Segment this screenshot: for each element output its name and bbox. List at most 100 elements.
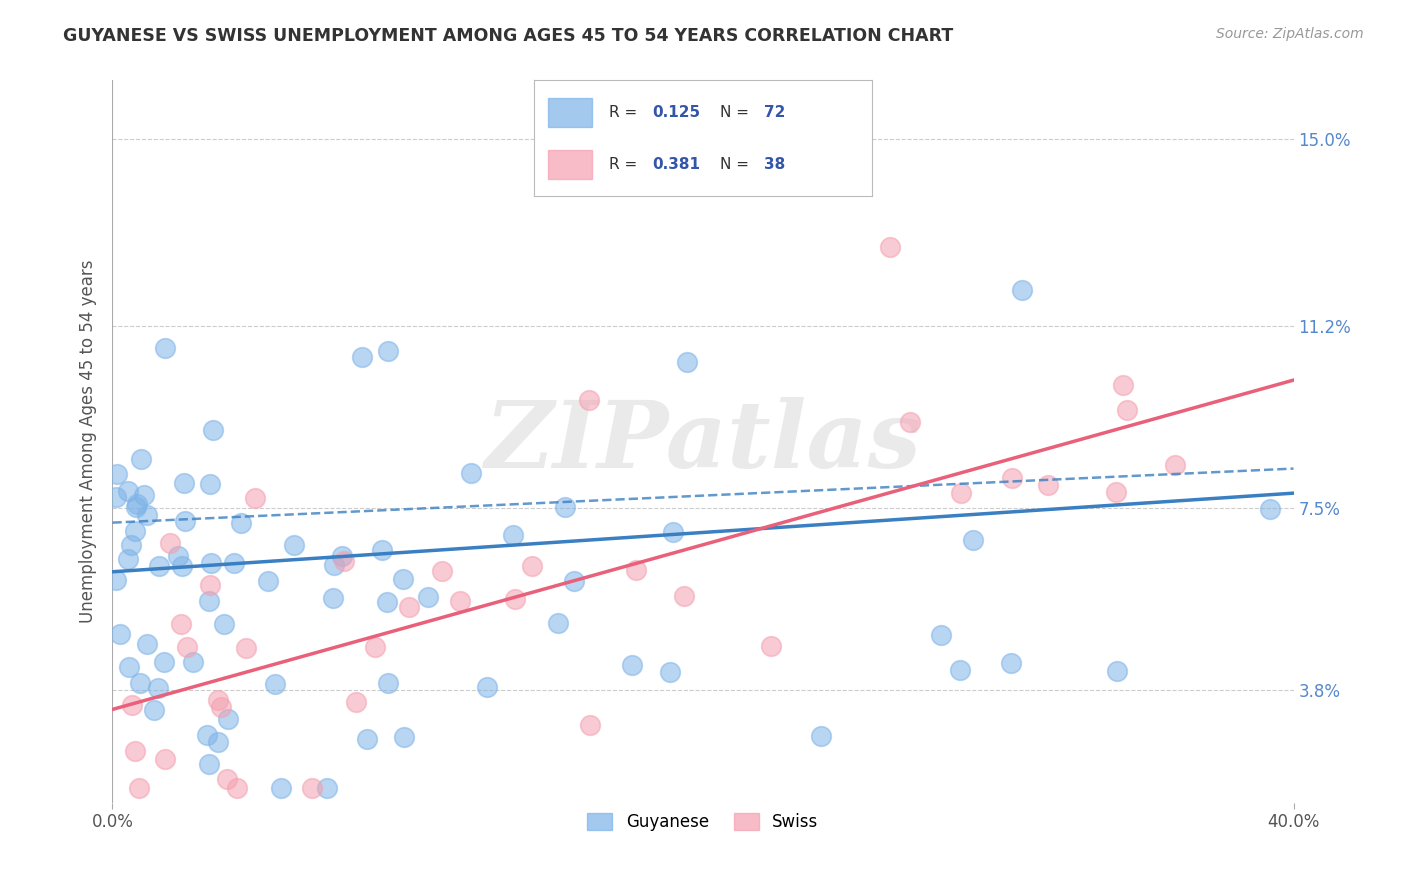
Point: [377, 676, 399, 690]
Point: [108, 627, 131, 641]
Point: [675, 355, 697, 369]
Point: [136, 508, 159, 522]
Point: [209, 700, 232, 714]
Point: [356, 732, 378, 747]
Point: [620, 658, 643, 673]
Point: [810, 729, 832, 743]
Point: [148, 558, 170, 573]
Point: [547, 616, 569, 631]
Point: [554, 500, 576, 515]
Point: [153, 341, 176, 355]
Text: 38: 38: [763, 157, 785, 172]
Point: [128, 676, 150, 690]
Text: R =: R =: [609, 157, 641, 172]
Point: [243, 491, 266, 505]
Point: [198, 594, 221, 608]
Point: [377, 343, 399, 358]
Text: 0.125: 0.125: [652, 104, 700, 120]
Point: [1011, 283, 1033, 297]
Text: R =: R =: [609, 104, 641, 120]
Point: [256, 574, 278, 589]
Point: [430, 565, 453, 579]
Point: [264, 677, 287, 691]
Point: [1164, 458, 1187, 473]
Point: [207, 734, 229, 748]
Text: N =: N =: [720, 104, 754, 120]
Point: [520, 558, 543, 573]
Point: [198, 477, 221, 491]
Point: [316, 780, 339, 795]
Point: [231, 516, 253, 531]
Point: [949, 663, 972, 677]
Point: [153, 655, 176, 669]
Point: [207, 693, 229, 707]
Text: GUYANESE VS SWISS UNEMPLOYMENT AMONG AGES 45 TO 54 YEARS CORRELATION CHART: GUYANESE VS SWISS UNEMPLOYMENT AMONG AGE…: [63, 27, 953, 45]
Point: [224, 556, 246, 570]
Point: [201, 423, 224, 437]
Text: 72: 72: [763, 104, 785, 120]
Point: [170, 616, 193, 631]
Point: [235, 641, 257, 656]
Point: [124, 744, 146, 758]
Point: [672, 589, 695, 603]
Point: [120, 538, 142, 552]
Point: [159, 535, 181, 549]
Point: [124, 500, 146, 515]
Point: [1112, 378, 1135, 392]
Legend: Guyanese, Swiss: Guyanese, Swiss: [581, 806, 825, 838]
Point: [105, 467, 128, 481]
Point: [1105, 484, 1128, 499]
Point: [176, 640, 198, 655]
Point: [398, 600, 420, 615]
Text: ZIPatlas: ZIPatlas: [485, 397, 921, 486]
Point: [564, 574, 586, 588]
Point: [1258, 502, 1281, 516]
Point: [217, 712, 239, 726]
Point: [125, 497, 148, 511]
Point: [502, 528, 524, 542]
Point: [322, 591, 344, 605]
Point: [1038, 478, 1060, 492]
Text: N =: N =: [720, 157, 754, 172]
Point: [898, 415, 921, 429]
Point: [460, 466, 482, 480]
Bar: [548, 98, 592, 127]
Point: [181, 655, 204, 669]
Point: [198, 757, 221, 772]
Point: [1107, 665, 1129, 679]
Point: [215, 772, 238, 786]
Point: [662, 524, 685, 539]
Point: [449, 594, 471, 608]
Point: [117, 552, 139, 566]
Point: [416, 590, 439, 604]
Point: [117, 484, 139, 499]
Point: [950, 486, 973, 500]
Point: [270, 780, 292, 795]
Point: [1115, 402, 1137, 417]
Point: [121, 698, 143, 712]
Point: [195, 728, 218, 742]
Point: [212, 616, 235, 631]
Point: [301, 780, 323, 795]
Point: [129, 451, 152, 466]
Point: [153, 751, 176, 765]
Point: [174, 514, 197, 528]
Point: [344, 695, 367, 709]
Point: [200, 556, 222, 570]
Point: [624, 564, 647, 578]
Point: [105, 490, 128, 504]
Point: [104, 573, 127, 587]
Point: [143, 703, 166, 717]
Point: [148, 681, 170, 695]
Y-axis label: Unemployment Among Ages 45 to 54 years: Unemployment Among Ages 45 to 54 years: [79, 260, 97, 624]
Point: [173, 475, 195, 490]
Point: [167, 549, 190, 563]
Point: [364, 640, 387, 655]
Bar: [548, 150, 592, 178]
Point: [134, 488, 156, 502]
Point: [200, 578, 222, 592]
Text: 0.381: 0.381: [652, 157, 700, 172]
Point: [225, 780, 247, 795]
Point: [929, 628, 952, 642]
Point: [579, 718, 602, 732]
